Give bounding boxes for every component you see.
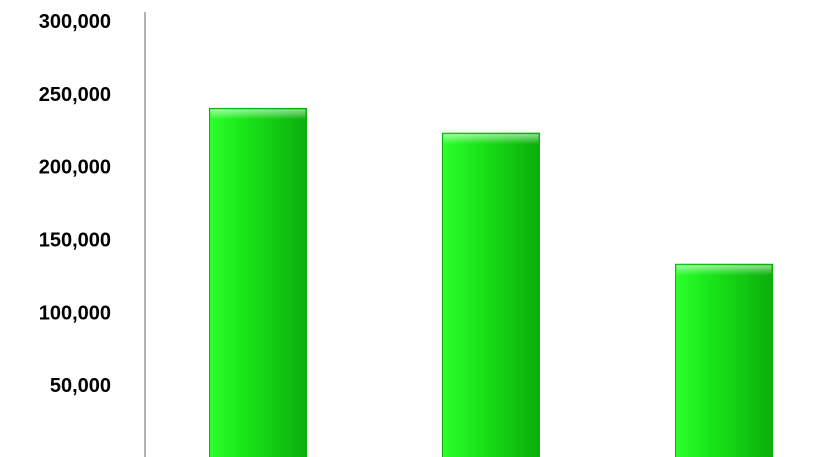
- y-tick-label: 200,000: [39, 157, 111, 179]
- y-tick-label: 100,000: [39, 302, 111, 324]
- y-tick-label: 300,000: [39, 11, 111, 33]
- y-tick-label: 50,000: [50, 375, 111, 397]
- bar-body: [675, 263, 773, 457]
- bar-top-highlight: [443, 134, 539, 145]
- bar-top-highlight: [210, 109, 306, 120]
- bar: [675, 263, 773, 457]
- bar-body: [209, 107, 307, 457]
- bars: [209, 107, 773, 457]
- bar: [442, 132, 540, 457]
- bar: [209, 107, 307, 457]
- y-tick-label: 150,000: [39, 230, 111, 252]
- bar-body: [442, 132, 540, 457]
- y-tick-label: 250,000: [39, 84, 111, 106]
- bar-top-highlight: [676, 265, 772, 276]
- y-axis-tick-labels: 50,000 100,000 150,000 200,000 250,000 300,00…: [39, 11, 111, 397]
